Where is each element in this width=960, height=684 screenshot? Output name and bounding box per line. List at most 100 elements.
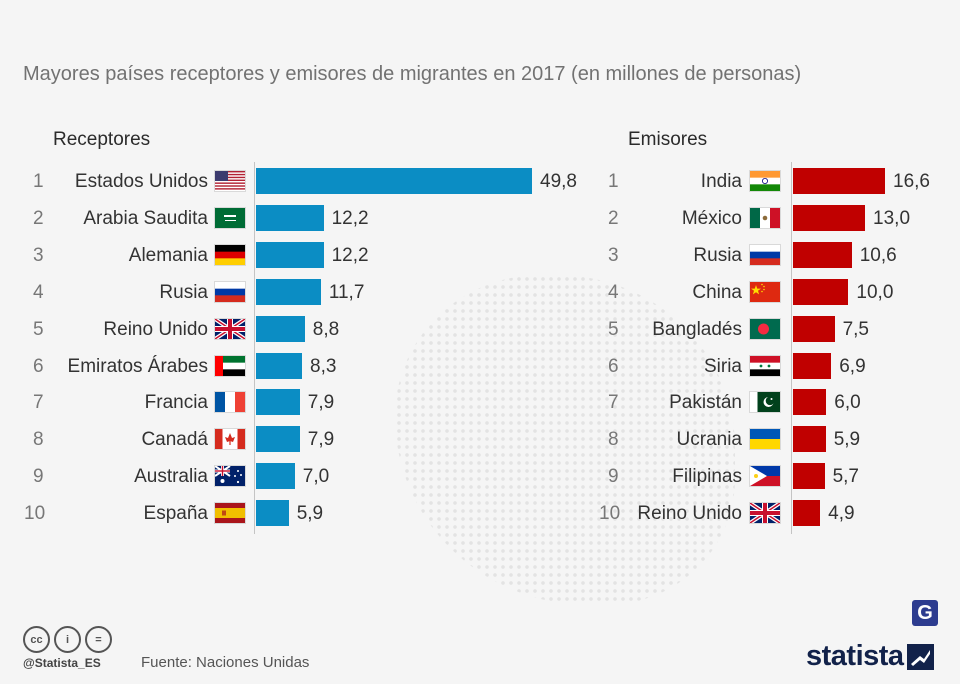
license-icons: cc i = <box>23 626 112 653</box>
emisores-rank: 9 <box>608 466 619 488</box>
receptores-heading: Receptores <box>53 129 151 150</box>
brand-badge-icon: G <box>912 600 938 626</box>
receptores-rank: 1 <box>33 171 44 192</box>
bd-flag-icon <box>750 318 780 339</box>
receptores-value-label: 11,7 <box>328 281 365 303</box>
emisores-rank: 10 <box>599 503 621 525</box>
emisores-rank: 8 <box>608 429 619 451</box>
emisores-country-label: Reino Unido <box>637 503 742 525</box>
emisores-country-label: India <box>700 171 742 192</box>
emisores-bar <box>793 500 821 527</box>
emisores-value-label: 7,5 <box>842 318 869 340</box>
emisores-country-label: Rusia <box>693 244 742 266</box>
receptores-rank: 8 <box>33 429 44 451</box>
emisores-row: 9 Filipinas 5,7 <box>0 458 960 495</box>
emisores-value-label: 5,7 <box>832 466 859 488</box>
emisores-value-label: 16,6 <box>893 171 930 192</box>
emisores-rank: 1 <box>608 171 619 192</box>
statista-logo-mark-icon <box>907 644 934 670</box>
receptores-rank: 4 <box>33 281 44 303</box>
emisores-value-label: 10,0 <box>856 281 894 303</box>
emisores-bar <box>793 352 832 379</box>
receptores-rank: 2 <box>33 207 44 229</box>
by-icon: i <box>54 626 81 653</box>
receptores-bar <box>256 278 321 305</box>
receptores-country-label: Alemania <box>128 244 208 266</box>
receptores-row: 7 Francia 7,9 <box>0 384 960 421</box>
emisores-rank: 5 <box>608 318 619 340</box>
statista-handle: @Statista_ES <box>23 656 101 670</box>
us-flag-icon <box>215 171 245 191</box>
emisores-bar <box>793 168 885 194</box>
emisores-value-label: 6,9 <box>839 355 866 377</box>
receptores-country-label: Reino Unido <box>103 318 208 340</box>
de-flag-icon <box>215 244 245 265</box>
receptores-bar <box>256 389 300 416</box>
emisores-country-label: China <box>692 281 742 303</box>
emisores-country-label: Pakistán <box>669 392 742 414</box>
receptores-country-label: Australia <box>134 466 208 488</box>
emisores-bar <box>793 389 827 416</box>
ru-flag-icon <box>750 244 780 265</box>
pk-flag-icon <box>750 392 780 413</box>
fr-flag-icon <box>215 392 245 413</box>
receptores-rank: 10 <box>24 503 46 525</box>
emisores-row: 4 China 10,0 <box>0 274 960 311</box>
receptores-axis-line <box>254 162 255 534</box>
receptores-row: 3 Alemania 12,2 <box>0 237 960 274</box>
ca-flag-icon <box>215 429 245 450</box>
receptores-bar <box>256 352 302 379</box>
emisores-row: 10 Reino Unido 4,9 <box>0 495 960 532</box>
receptores-country-label: Francia <box>144 392 208 414</box>
emisores-country-label: México <box>681 207 742 229</box>
statista-logo: statista <box>806 640 904 672</box>
sa-flag-icon <box>215 207 245 228</box>
emisores-bar <box>793 241 852 268</box>
receptores-country-label: Rusia <box>159 281 208 303</box>
receptores-bar <box>256 500 289 527</box>
emisores-row: 1 India 16,6 <box>0 163 960 200</box>
receptores-value-label: 8,8 <box>312 318 340 340</box>
sy-flag-icon <box>750 355 780 376</box>
emisores-bar <box>793 463 825 490</box>
receptores-bar <box>256 315 305 342</box>
emisores-axis-line <box>791 162 792 534</box>
emisores-value-label: 13,0 <box>873 207 911 229</box>
receptores-row: 9 Australia 7,0 <box>0 458 960 495</box>
receptores-country-label: Emiratos Árabes <box>67 355 208 377</box>
emisores-row: 7 Pakistán 6,0 <box>0 384 960 421</box>
emisores-row: 5 Bangladés 7,5 <box>0 311 960 348</box>
receptores-value-label: 12,2 <box>331 207 369 229</box>
receptores-rank: 3 <box>33 244 44 266</box>
emisores-bar <box>793 204 866 231</box>
receptores-row: 1 Estados Unidos 49,8 <box>0 163 960 200</box>
ph-flag-icon <box>750 466 780 487</box>
receptores-row: 10 España 5,9 <box>0 495 960 532</box>
ae-flag-icon <box>215 355 245 376</box>
emisores-bar <box>793 315 835 342</box>
gb-flag-icon <box>215 318 245 339</box>
receptores-value-label: 49,8 <box>540 171 577 192</box>
receptores-value-label: 5,9 <box>296 503 324 525</box>
emisores-heading: Emisores <box>628 129 708 150</box>
receptores-bar <box>256 463 295 490</box>
chart-title: Mayores países receptores y emisores de … <box>23 63 802 85</box>
receptores-row: 4 Rusia 11,7 <box>0 274 960 311</box>
receptores-bar <box>256 241 324 268</box>
emisores-row: 6 Siria 6,9 <box>0 348 960 385</box>
cn-flag-icon <box>750 281 780 302</box>
receptores-rank: 6 <box>33 355 44 377</box>
mx-flag-icon <box>750 207 780 228</box>
emisores-country-label: Bangladés <box>652 318 742 340</box>
es-flag-icon <box>215 503 245 524</box>
emisores-row: 8 Ucrania 5,9 <box>0 421 960 458</box>
ua-flag-icon <box>750 429 780 450</box>
world-map-background <box>395 275 735 605</box>
receptores-rank: 5 <box>33 318 44 340</box>
receptores-row: 6 Emiratos Árabes 8,3 <box>0 348 960 385</box>
emisores-value-label: 4,9 <box>828 503 855 525</box>
receptores-bar <box>256 426 300 453</box>
emisores-country-label: Filipinas <box>672 466 742 488</box>
ru-flag-icon <box>215 281 245 302</box>
receptores-country-label: Arabia Saudita <box>83 207 208 229</box>
